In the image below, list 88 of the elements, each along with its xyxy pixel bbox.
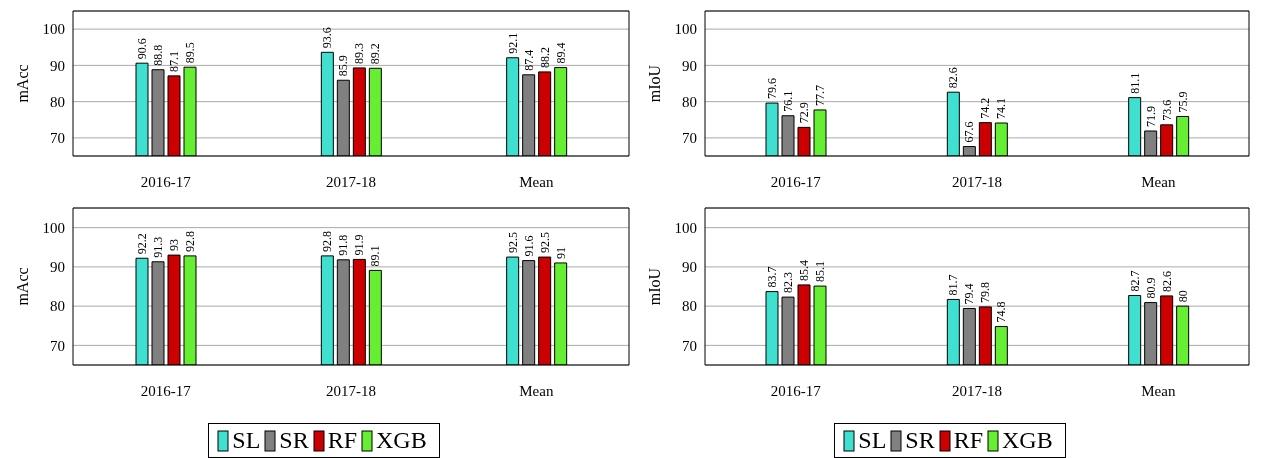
y-tick-label: 100	[674, 21, 697, 38]
x-tick-label: Mean	[1141, 173, 1176, 190]
legend-label: XGB	[376, 427, 427, 454]
x-tick-label: Mean	[519, 173, 554, 190]
x-tick-label: 2017-18	[952, 382, 1002, 399]
data-label: 73.6	[1159, 99, 1174, 121]
legend-label: SL	[858, 427, 887, 454]
x-tick-label: Mean	[519, 382, 554, 399]
data-label: 92.8	[320, 230, 335, 252]
y-tick-label: 100	[42, 21, 65, 38]
data-label: 88.2	[537, 46, 552, 68]
data-label: 91.8	[336, 234, 351, 256]
legend-label: XGB	[1002, 427, 1053, 454]
x-tick-label: 2016-17	[770, 173, 822, 190]
x-tick-label: 2017-18	[326, 173, 376, 190]
y-tick-label: 70	[50, 337, 65, 354]
data-label: 81.7	[946, 274, 961, 296]
data-label: 89.4	[553, 42, 568, 64]
legend-label: SL	[232, 427, 261, 454]
y-tick-label: 90	[682, 57, 697, 74]
data-label: 82.7	[1127, 270, 1142, 292]
data-label: 79.8	[978, 281, 993, 303]
data-label: 93.6	[320, 27, 335, 49]
x-tick-label: 2016-17	[140, 382, 192, 399]
data-label: 82.6	[1159, 270, 1174, 292]
data-label: 85.4	[797, 259, 811, 281]
x-tick-label: Mean	[1141, 382, 1176, 399]
y-axis-title: mIoU	[645, 267, 663, 306]
y-tick-label: 90	[682, 259, 697, 276]
y-tick-label: 90	[50, 57, 65, 74]
y-tick-label: 70	[682, 130, 697, 147]
data-label: 87.1	[167, 50, 181, 72]
data-label: 76.1	[781, 90, 795, 112]
data-label: 82.6	[946, 67, 961, 89]
x-tick-label: 2016-17	[140, 173, 192, 190]
data-label: 91	[553, 246, 568, 259]
data-label: 89.5	[183, 42, 197, 64]
data-label: 91.9	[352, 234, 367, 256]
data-label: 74.2	[978, 97, 993, 119]
y-tick-label: 80	[50, 93, 65, 110]
y-tick-label: 70	[50, 130, 65, 147]
y-tick-label: 100	[674, 219, 697, 236]
legend-label: SR	[279, 427, 309, 454]
data-label: 92.1	[505, 32, 520, 54]
data-label: 81.1	[1127, 72, 1142, 94]
x-tick-label: 2017-18	[952, 173, 1002, 190]
data-label: 93	[167, 239, 181, 252]
data-label: 74.8	[994, 301, 1009, 323]
y-tick-label: 70	[682, 337, 697, 354]
data-label: 91.6	[521, 235, 536, 257]
data-label: 91.3	[151, 236, 165, 258]
data-label: 92.8	[183, 230, 197, 252]
data-label: 92.5	[505, 232, 520, 254]
data-label: 77.7	[813, 84, 827, 106]
data-label: 79.6	[765, 78, 779, 100]
data-label: 89.2	[368, 43, 383, 65]
legend-label: SR	[905, 427, 935, 454]
legend-label: RF	[327, 427, 358, 454]
y-tick-label: 80	[50, 298, 65, 315]
data-label: 79.4	[962, 283, 977, 305]
data-label: 80.9	[1143, 277, 1158, 299]
data-label: 87.4	[521, 49, 536, 71]
y-tick-label: 90	[50, 259, 65, 276]
data-label: 80	[1175, 290, 1190, 303]
data-label: 90.6	[135, 38, 149, 60]
data-label: 82.3	[781, 272, 795, 294]
data-label: 83.7	[765, 266, 779, 288]
data-label: 72.9	[797, 102, 811, 124]
data-label: 71.9	[1143, 105, 1158, 127]
data-label: 67.6	[962, 121, 977, 143]
data-label: 89.3	[352, 42, 367, 64]
data-label: 89.1	[368, 245, 383, 267]
x-tick-label: 2016-17	[770, 382, 822, 399]
data-label: 88.8	[151, 44, 165, 66]
y-axis-title: mIoU	[645, 64, 663, 103]
data-label: 92.2	[135, 233, 149, 255]
y-axis-title: mAcc	[13, 64, 31, 103]
x-tick-label: 2017-18	[326, 382, 376, 399]
data-label: 74.1	[994, 98, 1009, 120]
data-label: 92.5	[537, 232, 552, 254]
y-tick-label: 100	[42, 219, 65, 236]
legend-label: RF	[953, 427, 984, 454]
y-axis-title: mAcc	[13, 267, 31, 306]
y-tick-label: 80	[682, 298, 697, 315]
data-label: 85.9	[336, 55, 351, 77]
data-label: 85.1	[813, 261, 827, 283]
y-tick-label: 80	[682, 93, 697, 110]
data-label: 75.9	[1175, 91, 1190, 113]
